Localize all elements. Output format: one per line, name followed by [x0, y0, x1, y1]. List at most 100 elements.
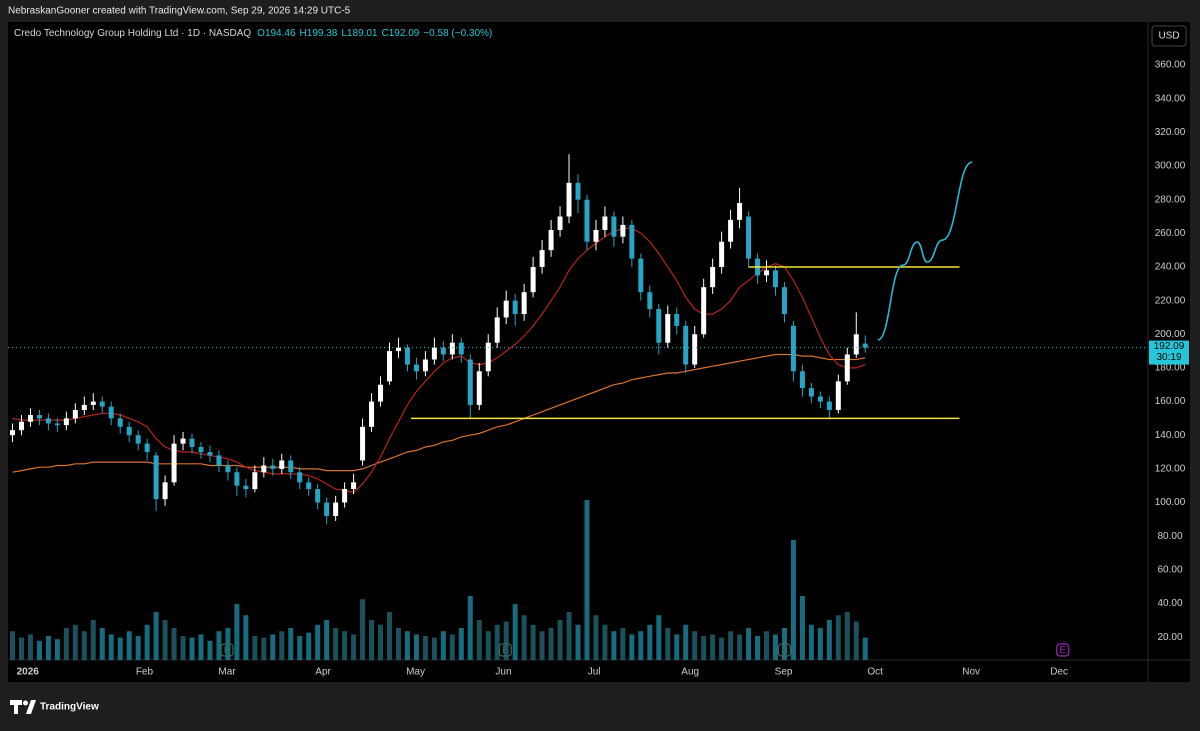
x-tick-label: Nov [962, 667, 980, 678]
candle-body [117, 418, 123, 427]
volume-bar [449, 634, 455, 660]
y-tick-label: 80.00 [1157, 531, 1182, 542]
volume-bar [656, 615, 662, 660]
volume-bar [252, 636, 258, 660]
candle-body [512, 300, 518, 315]
legend-item: H [300, 28, 307, 39]
candle-body [270, 465, 276, 469]
earnings-label: E [1059, 645, 1066, 656]
candle-body [521, 292, 527, 315]
volume-bar [207, 640, 213, 660]
price-tag-countdown: 30:19 [1156, 352, 1181, 363]
volume-bar [395, 628, 401, 660]
volume-bar [108, 634, 114, 660]
volume-bar [342, 631, 348, 660]
volume-bar [808, 624, 814, 660]
candle-body [162, 482, 168, 500]
candle-body [539, 250, 545, 267]
earnings-marker [498, 643, 512, 657]
volume-bar [458, 628, 464, 660]
volume-bar [710, 634, 716, 660]
candle-body [440, 347, 446, 355]
volume-bar [764, 631, 770, 660]
candle-body [476, 371, 482, 405]
volume-bar [539, 631, 545, 660]
candle-body [431, 347, 437, 360]
candle-body [485, 342, 491, 372]
candle-body [808, 388, 814, 397]
candle-body [234, 472, 240, 486]
x-tick-label: May [406, 667, 425, 678]
candle-body [710, 266, 716, 288]
candle-body [252, 472, 258, 490]
candle-body [72, 409, 78, 419]
candle-body [63, 418, 69, 426]
volume-bar [9, 631, 15, 660]
projection-path [877, 161, 973, 341]
candle-body [135, 435, 141, 444]
volume-bar [18, 637, 24, 660]
volume-bar [243, 615, 249, 660]
candle-body [279, 460, 285, 469]
volume-bar [584, 500, 590, 660]
candle-body [243, 485, 249, 490]
x-tick-label: Feb [136, 667, 154, 678]
candle-body [90, 401, 96, 405]
candle-body [306, 482, 312, 490]
volume-bar [683, 624, 689, 660]
legend-item: Credo Technology Group Holding Ltd · 1D … [14, 28, 251, 39]
candle-body [144, 443, 150, 453]
volume-bar [153, 612, 159, 660]
volume-bar [503, 621, 509, 660]
candle-body [826, 401, 832, 410]
currency-button[interactable] [1151, 25, 1187, 47]
volume-bar [557, 620, 563, 660]
volume-bar [593, 615, 599, 660]
candle-body [737, 203, 743, 220]
volume-bar [63, 628, 69, 660]
candle-body [342, 489, 348, 503]
candle-body [404, 347, 410, 365]
volume-bar [530, 624, 536, 660]
volume-bar [755, 636, 761, 660]
volume-bar [826, 620, 832, 660]
volume-bar [674, 634, 680, 660]
volume-bar [853, 621, 859, 660]
candle-body [36, 415, 42, 419]
volume-bar [440, 631, 446, 660]
candle-body [333, 502, 339, 516]
y-tick-label: 260.00 [1155, 228, 1186, 239]
candle-body [665, 314, 671, 343]
candle-body [18, 421, 24, 431]
legend-item: 194.46 [265, 28, 296, 39]
logo-shape [10, 700, 22, 714]
y-tick-label: 340.00 [1155, 93, 1186, 104]
currency[interactable]: USD [1158, 31, 1179, 42]
candle-body [835, 381, 841, 410]
price-tag-value: 192.09 [1154, 341, 1185, 352]
candle-body [171, 443, 177, 483]
y-tick-label: 120.00 [1155, 464, 1186, 475]
candle-body [261, 465, 267, 473]
chart-panel [8, 22, 1190, 682]
volume-bar [620, 628, 626, 660]
candle-body [683, 325, 689, 365]
volume-bar [844, 612, 850, 660]
candle-body [719, 241, 725, 267]
volume-bar [548, 628, 554, 660]
earnings-marker [1056, 643, 1070, 657]
volume-bar [306, 632, 312, 660]
candle-body [207, 452, 213, 456]
x-tick-label: Jun [495, 667, 511, 678]
candle-body [54, 423, 60, 426]
y-tick-label: 100.00 [1155, 497, 1186, 508]
volume-bar [647, 624, 653, 660]
candle-body [378, 384, 384, 402]
volume-bar [746, 628, 752, 660]
volume-bar [701, 636, 707, 660]
candle-body [764, 270, 770, 276]
volume-bar [351, 634, 357, 660]
y-tick-label: 40.00 [1157, 598, 1182, 609]
candle-body [647, 292, 653, 310]
volume-bar [413, 634, 419, 660]
